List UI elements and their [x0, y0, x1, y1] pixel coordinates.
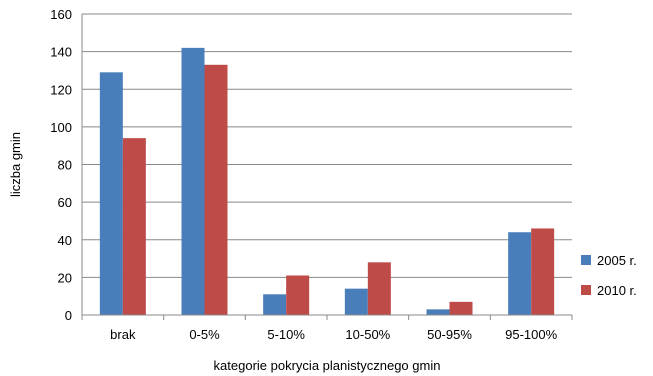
x-tick-labels: brak 0-5% 5-10% 10-50% 50-95% 95-100%: [81, 315, 573, 342]
bar-series2-10-50%: [367, 262, 391, 315]
bar-series1-95-100%: [508, 232, 532, 315]
gridlines: [82, 13, 572, 278]
bar-series1-5-10%: [263, 294, 287, 315]
y-tick-label: 80: [58, 158, 72, 173]
bar-series1-10-50%: [344, 288, 368, 315]
bar-series2-5-10%: [286, 275, 310, 315]
y-tick-label: 60: [58, 195, 72, 210]
legend-label: 2010 r.: [597, 283, 637, 298]
bar-series2-95-100%: [531, 228, 555, 315]
bar-series2-50-95%: [449, 301, 473, 315]
x-tick-label: 95-100%: [505, 327, 557, 342]
y-tick-label: 140: [50, 45, 72, 60]
y-tick-label: 20: [58, 270, 72, 285]
y-tick-label: 0: [65, 308, 72, 323]
y-tick-label: 40: [58, 233, 72, 248]
bar-series1-0-5%: [181, 47, 205, 316]
x-tick-label: 10-50%: [345, 327, 390, 342]
bar-series1-brak: [99, 72, 123, 315]
bar-series2-brak: [122, 138, 146, 315]
y-tick-label: 160: [50, 7, 72, 22]
bar-series2-0-5%: [204, 64, 228, 315]
x-tick-label: 50-95%: [427, 327, 472, 342]
y-axis-title: liczba gmin: [8, 132, 23, 197]
bar-series1-50-95%: [426, 309, 450, 315]
legend-label: 2005 r.: [597, 253, 637, 268]
legend-swatch: [581, 255, 591, 265]
x-axis-title: kategorie pokrycia planistycznego gmin: [214, 358, 441, 373]
y-tick-labels: 0 20 40 60 80 100 120 140 160: [50, 7, 72, 323]
x-tick-label: 5-10%: [267, 327, 305, 342]
y-tick-label: 100: [50, 120, 72, 135]
bars: [99, 47, 555, 316]
legend: 2005 r. 2010 r.: [581, 253, 637, 298]
x-tick-label: 0-5%: [189, 327, 220, 342]
legend-swatch: [581, 285, 591, 295]
y-tick-label: 120: [50, 82, 72, 97]
x-tick-label: brak: [110, 327, 136, 342]
